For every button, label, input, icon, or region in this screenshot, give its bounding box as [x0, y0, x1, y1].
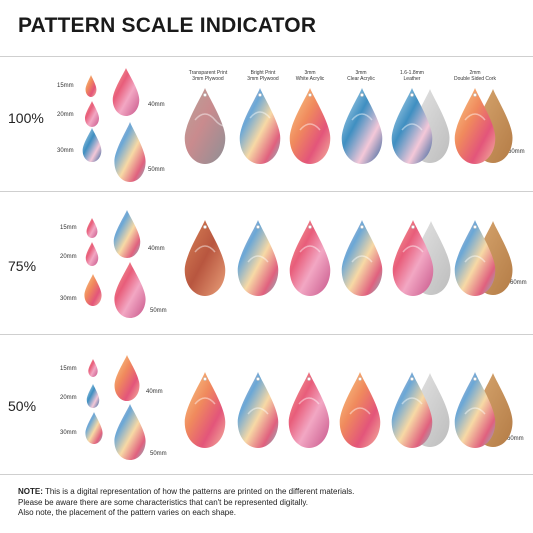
earring-white-acrylic: [288, 372, 330, 448]
size-sample-40mm: [112, 68, 140, 116]
size-label-20mm: 20mm: [60, 254, 77, 260]
note-label: NOTE:: [18, 487, 43, 496]
size-sample-30mm: [84, 274, 102, 306]
earring-bright-plywood: [237, 372, 279, 448]
size-label-20mm: 20mm: [57, 112, 74, 118]
note-line-1: This is a digital representation of how …: [44, 487, 355, 496]
material-label-cork: 2mm Double Sided Cork: [454, 70, 496, 82]
size-label-40mm: 40mm: [146, 389, 163, 395]
page-title: PATTERN SCALE INDICATOR: [18, 14, 317, 37]
size-label-30mm: 30mm: [60, 430, 77, 436]
material-label-clear-acrylic: 3mm Clear Acrylic: [347, 70, 375, 82]
size-sample-50mm: [114, 404, 146, 460]
divider: [0, 191, 533, 192]
size-label-60mm: 60mm: [507, 436, 524, 442]
size-label-30mm: 30mm: [57, 148, 74, 154]
size-sample-15mm: [86, 218, 98, 238]
size-sample-50mm: [114, 262, 146, 318]
earring-transparent-plywood: [184, 88, 226, 164]
size-sample-15mm: [88, 359, 98, 377]
material-label-bright-plywood: Bright Print 3mm Plywood: [247, 70, 279, 82]
scale-label-100: 100%: [8, 110, 44, 126]
note-line-2: Please be aware there are some character…: [18, 497, 308, 507]
earring-white-acrylic: [289, 220, 331, 296]
size-label-30mm: 30mm: [60, 296, 77, 302]
earring-transparent-plywood: [184, 220, 226, 296]
disclaimer-note: NOTE: This is a digital representation o…: [18, 487, 354, 519]
size-label-50mm: 50mm: [150, 451, 167, 457]
size-sample-40mm: [113, 210, 141, 258]
scale-label-75: 75%: [8, 258, 37, 274]
size-label-15mm: 15mm: [60, 225, 77, 231]
size-sample-30mm: [85, 412, 103, 444]
divider: [0, 56, 533, 57]
size-sample-40mm: [114, 355, 140, 401]
size-label-40mm: 40mm: [148, 246, 165, 252]
earring-white-acrylic: [289, 88, 331, 164]
material-label-transparent-plywood: Transparent Print 3mm Plywood: [188, 70, 228, 82]
size-label-60mm: 60mm: [508, 149, 525, 155]
size-label-60mm: 60mm: [510, 280, 527, 286]
earring-bright-plywood: [237, 220, 279, 296]
size-sample-20mm: [85, 242, 99, 266]
pattern-swirls: [194, 111, 486, 415]
earring-clear-acrylic: [339, 372, 381, 448]
earring-clear-acrylic: [341, 220, 383, 296]
earring-clear-acrylic: [341, 88, 383, 164]
divider: [0, 334, 533, 335]
size-sample-20mm: [86, 384, 100, 408]
earring-bright-plywood: [239, 88, 281, 164]
material-label-leather: 1.6-1.8mm Leather: [400, 70, 424, 82]
size-label-15mm: 15mm: [57, 83, 74, 89]
hanging-holes: [203, 93, 477, 381]
size-label-50mm: 50mm: [148, 167, 165, 173]
size-label-40mm: 40mm: [148, 102, 165, 108]
size-sample-15mm: [85, 75, 97, 97]
earring-transparent-plywood: [184, 372, 226, 448]
size-label-20mm: 20mm: [60, 395, 77, 401]
divider: [0, 474, 533, 475]
scale-label-50: 50%: [8, 398, 37, 414]
size-sample-20mm: [84, 101, 100, 127]
note-line-3: Also note, the placement of the pattern …: [18, 508, 236, 517]
material-label-white-acrylic: 3mm White Acrylic: [295, 70, 325, 82]
size-sample-50mm: [114, 122, 146, 182]
size-label-15mm: 15mm: [60, 366, 77, 372]
size-label-50mm: 50mm: [150, 308, 167, 314]
size-sample-30mm: [82, 128, 102, 162]
